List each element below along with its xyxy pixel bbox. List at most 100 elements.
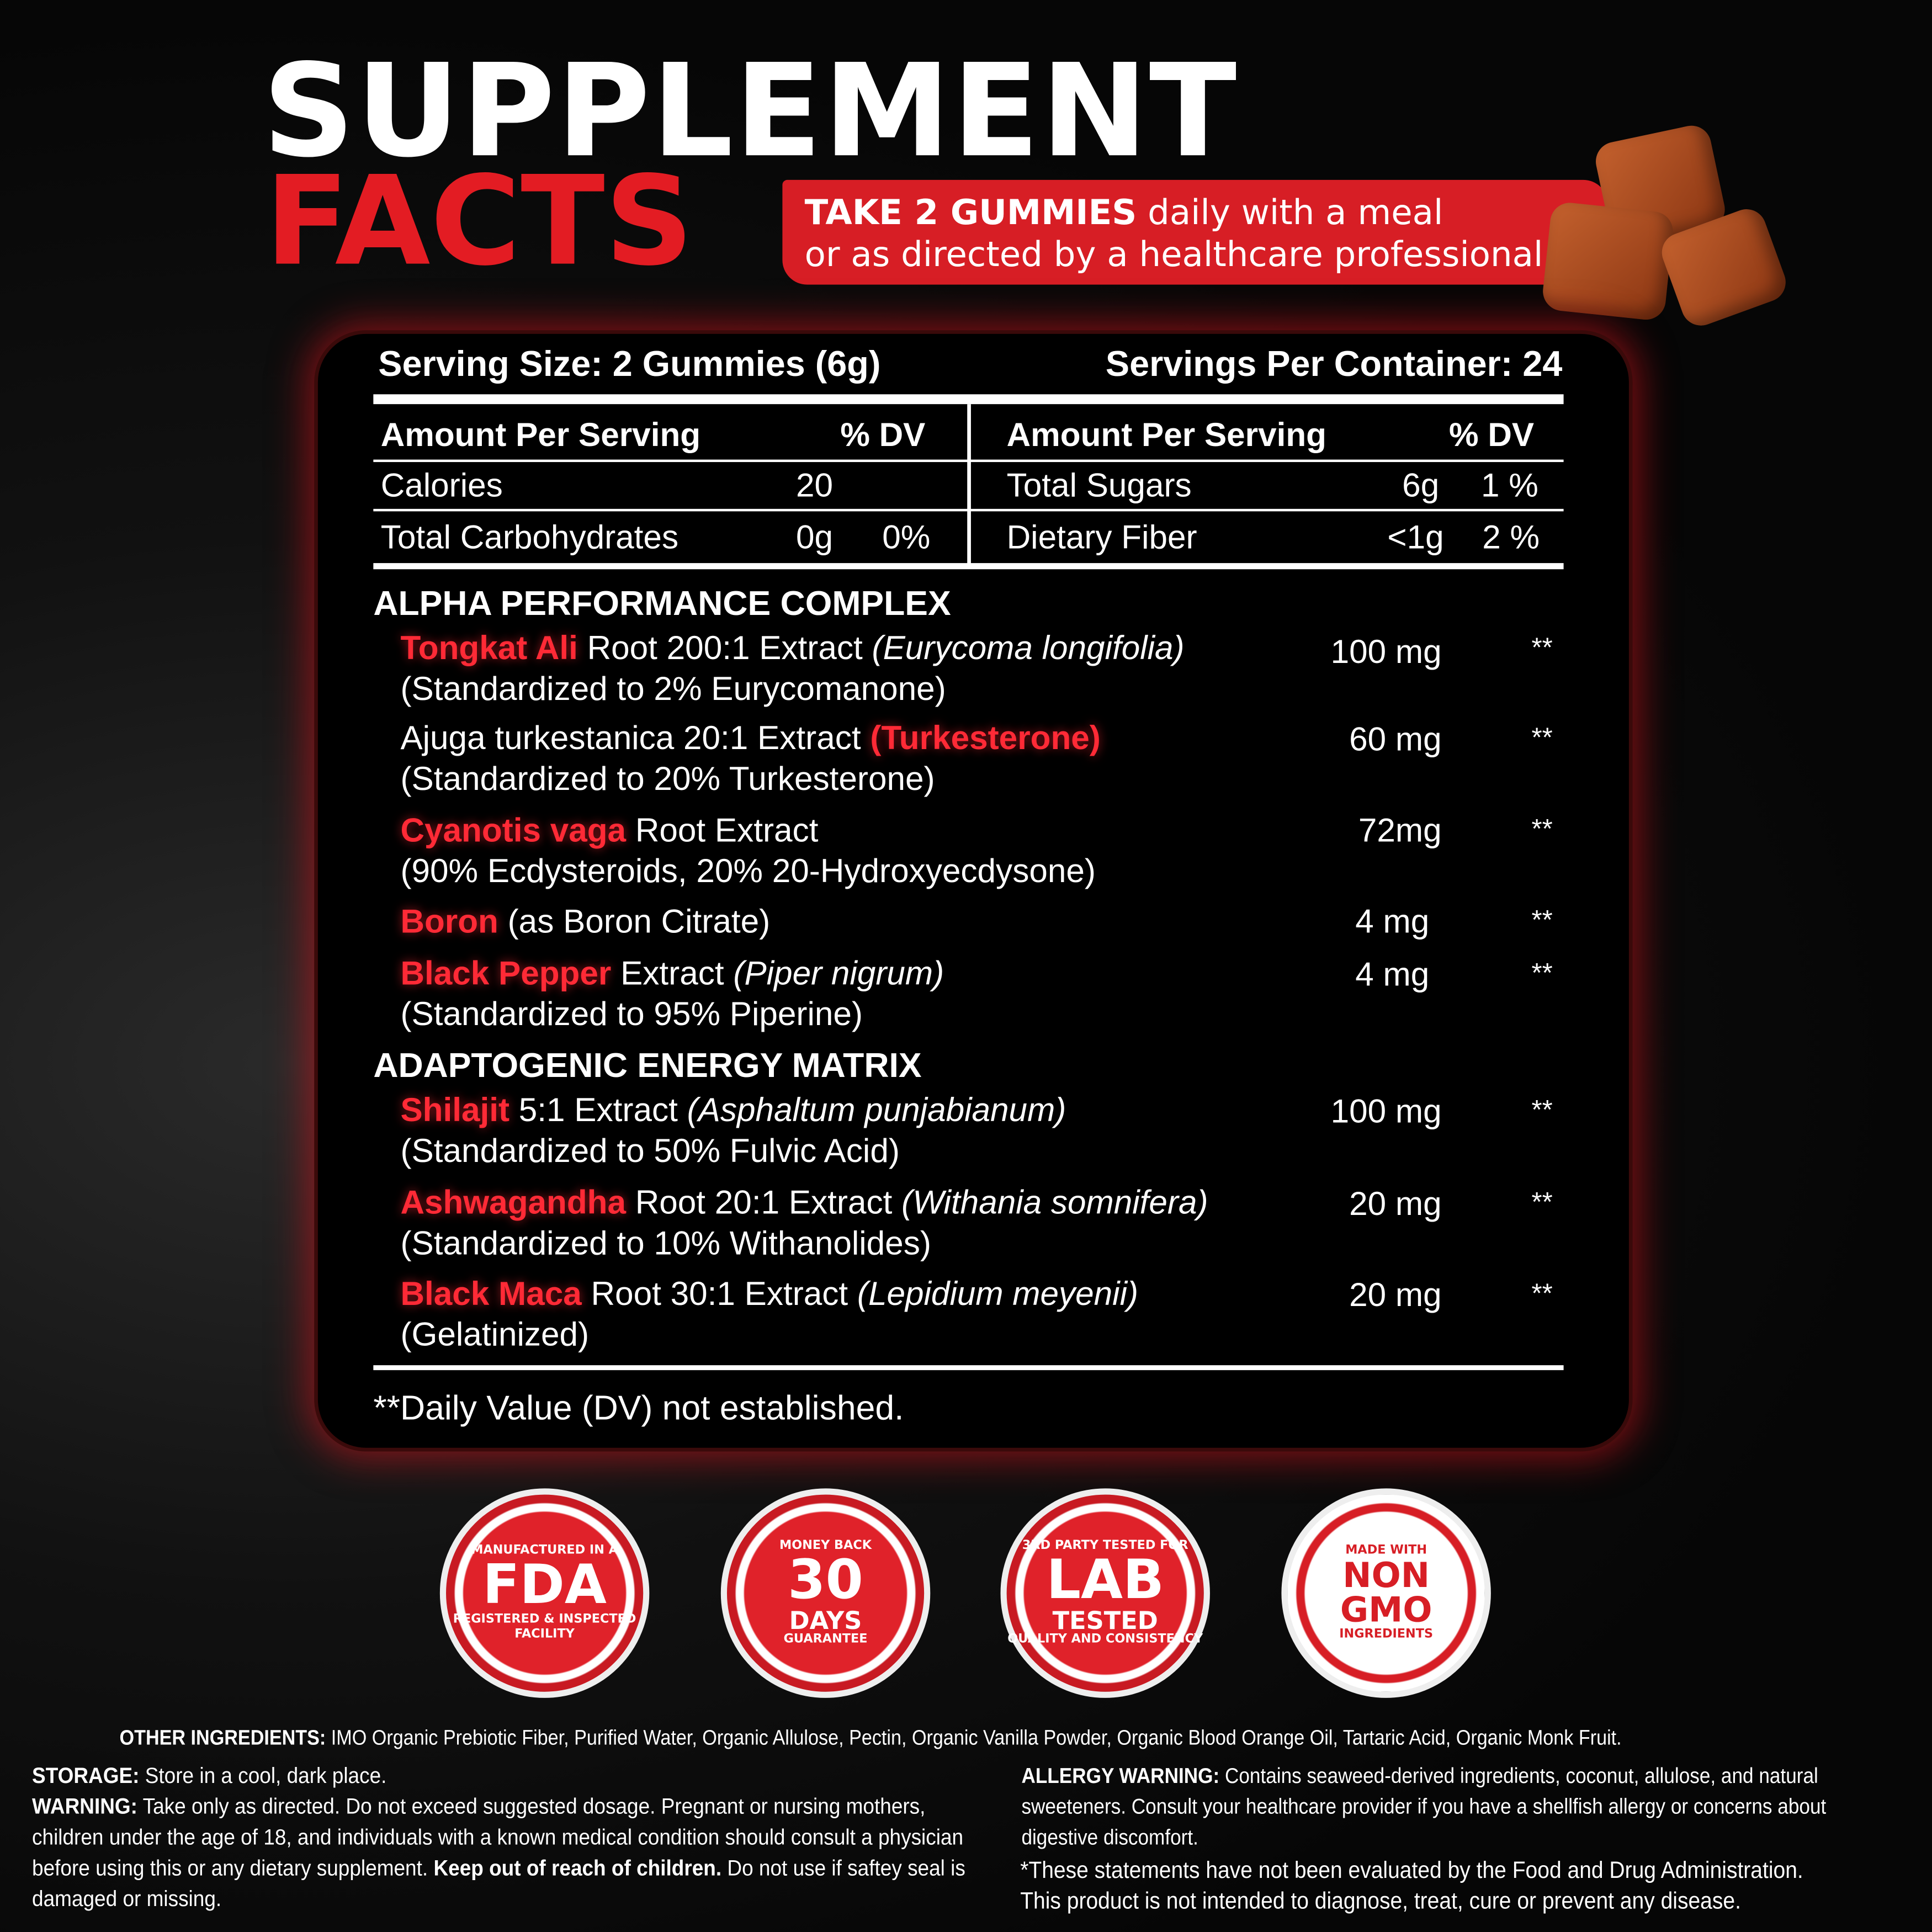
facts-panel bbox=[314, 330, 1633, 1452]
badge-sub: TESTED bbox=[1052, 1605, 1158, 1636]
divider bbox=[373, 394, 1564, 405]
ingredient-boron: Boron (as Boron Citrate) bbox=[400, 902, 770, 943]
directions-bold: TAKE 2 GUMMIES bbox=[804, 192, 1137, 233]
ingredient-amount: 60 mg bbox=[1349, 720, 1442, 758]
divider bbox=[373, 508, 1564, 512]
servings-per-container: Servings Per Container: 24 bbox=[1105, 344, 1563, 385]
ingredient-name: Shilajit bbox=[400, 1091, 510, 1129]
safety-seal-text: Do not use if saftey seal is damaged or … bbox=[32, 1855, 965, 1912]
ingredient-desc: 5:1 Extract bbox=[509, 1091, 687, 1129]
column-divider bbox=[967, 404, 971, 567]
divider bbox=[373, 1365, 1564, 1371]
badge-main: 30 bbox=[788, 1548, 863, 1612]
row-name: Total Sugars bbox=[1006, 466, 1192, 504]
ingredient-shilajit: Shilajit 5:1 Extract (Asphaltum punjabia… bbox=[400, 1090, 1066, 1171]
row-dv: 2 % bbox=[1482, 518, 1540, 556]
badge-sub: DAYS bbox=[789, 1605, 862, 1636]
fda-badge: MANUFACTURED IN A FDA REGISTERED & INSPE… bbox=[439, 1488, 650, 1698]
ingredient-desc: Root Extract bbox=[626, 811, 819, 849]
ingredient-turkesterone: Ajuga turkestanica 20:1 Extract (Turkest… bbox=[400, 718, 1100, 799]
ingredient-amount: 100 mg bbox=[1330, 633, 1442, 671]
ingredient-desc: (as Boron Citrate) bbox=[498, 903, 771, 941]
row-amount: 0g bbox=[795, 518, 834, 556]
ingredient-name: Black Pepper bbox=[400, 954, 612, 992]
ingredient-latin: (Withania somnifera) bbox=[901, 1184, 1208, 1222]
ingredient-latin: (Eurycoma longifolia) bbox=[872, 629, 1185, 667]
ingredient-dv: ** bbox=[1531, 1277, 1553, 1309]
serving-size: Serving Size: 2 Gummies (6g) bbox=[378, 344, 881, 385]
row-amount: 6g bbox=[1402, 466, 1440, 504]
warning-label: WARNING: bbox=[32, 1793, 138, 1819]
left-header: Amount Per Serving bbox=[380, 416, 701, 454]
fda-disclaimer: *These statements have not been evaluate… bbox=[1020, 1856, 1803, 1918]
ingredient-name: Tongkat Ali bbox=[400, 629, 578, 667]
disclaimer-line1: *These statements have not been evaluate… bbox=[1020, 1858, 1803, 1884]
badge-bottom: INGREDIENTS bbox=[1339, 1627, 1434, 1642]
ingredient-amount: 4 mg bbox=[1355, 956, 1430, 994]
right-header: Amount Per Serving bbox=[1006, 416, 1327, 454]
ingredient-desc: Root 30:1 Extract bbox=[581, 1275, 857, 1313]
ingredient-dv: ** bbox=[1531, 1186, 1553, 1218]
ingredient-standardization: (Standardized to 10% Withanolides) bbox=[400, 1224, 931, 1262]
divider bbox=[373, 563, 1564, 570]
other-ingredients-text: IMO Organic Prebiotic Fiber, Purified Wa… bbox=[326, 1726, 1622, 1750]
ingredient-amount: 20 mg bbox=[1349, 1276, 1442, 1314]
badge-bottom: GUARANTEE bbox=[783, 1632, 868, 1647]
ingredient-standardization: (Standardized to 50% Fulvic Acid) bbox=[400, 1132, 900, 1170]
section-title: ALPHA PERFORMANCE COMPLEX bbox=[373, 584, 951, 623]
ingredient-black-maca: Black Maca Root 30:1 Extract (Lepidium m… bbox=[400, 1274, 1138, 1355]
ingredient-latin: (Asphaltum punjabianum) bbox=[687, 1091, 1066, 1129]
left-dv-header: % DV bbox=[840, 416, 926, 454]
ingredient-standardization: (90% Ecdysteroids, 20% 20-Hydroxyecdyson… bbox=[400, 852, 1096, 890]
directions-banner: TAKE 2 GUMMIES daily with a meal or as d… bbox=[782, 179, 1608, 285]
ingredient-standardization: (Gelatinized) bbox=[400, 1315, 590, 1353]
badge-main: LAB bbox=[1046, 1548, 1164, 1612]
ingredient-tongkat-ali: Tongkat Ali Root 200:1 Extract (Eurycoma… bbox=[400, 628, 1184, 709]
ingredient-dv: ** bbox=[1531, 813, 1553, 845]
ingredient-desc: Root 200:1 Extract bbox=[577, 629, 872, 667]
badge-sub: GMO bbox=[1340, 1589, 1432, 1631]
row-name: Dietary Fiber bbox=[1006, 518, 1197, 556]
divider bbox=[373, 459, 1564, 463]
ingredient-dv: ** bbox=[1531, 904, 1553, 936]
badge-main: FDA bbox=[482, 1553, 607, 1617]
allergy-warning: ALLERGY WARNING: Contains seaweed-derive… bbox=[1021, 1761, 1875, 1853]
ingredient-amount: 72mg bbox=[1358, 811, 1442, 849]
ingredient-standardization: (Standardized to 20% Turkesterone) bbox=[400, 760, 935, 798]
badge-bottom: REGISTERED & INSPECTED FACILITY bbox=[453, 1612, 636, 1642]
ingredient-amount: 4 mg bbox=[1355, 903, 1430, 941]
other-ingredients: OTHER INGREDIENTS: IMO Organic Prebiotic… bbox=[120, 1723, 1622, 1754]
directions-text: daily with a meal bbox=[1137, 192, 1443, 233]
ingredient-standardization: (Standardized to 95% Piperine) bbox=[400, 995, 863, 1033]
section-title: ADAPTOGENIC ENERGY MATRIX bbox=[373, 1046, 922, 1085]
badge-top: 3RD PARTY TESTED FOR bbox=[1022, 1538, 1188, 1553]
warnings-block: STORAGE: Store in a cool, dark place. WA… bbox=[32, 1761, 973, 1915]
title-supplement: SUPPLEMENT bbox=[262, 35, 1238, 187]
ingredient-desc: Root 20:1 Extract bbox=[625, 1184, 902, 1222]
keep-out-of-reach: Keep out of reach of children. bbox=[433, 1855, 722, 1881]
ingredient-name: Cyanotis vaga bbox=[400, 811, 627, 849]
storage-text: Store in a cool, dark place. bbox=[139, 1763, 387, 1788]
row-name: Calories bbox=[380, 466, 503, 504]
row-amount: <1g bbox=[1387, 518, 1444, 556]
badge-top: MADE WITH bbox=[1345, 1543, 1427, 1558]
other-ingredients-label: OTHER INGREDIENTS: bbox=[119, 1726, 326, 1750]
ingredient-dv: ** bbox=[1531, 1094, 1553, 1125]
row-dv: 0% bbox=[882, 518, 931, 556]
directions-line2: or as directed by a healthcare professio… bbox=[804, 234, 1554, 275]
allergy-text: Contains seaweed-derived ingredients, co… bbox=[1021, 1763, 1827, 1850]
money-back-badge: MONEY BACK 30 DAYS GUARANTEE bbox=[720, 1488, 931, 1698]
lab-tested-badge: 3RD PARTY TESTED FOR LAB TESTED QUALITY … bbox=[1000, 1488, 1210, 1698]
row-name: Total Carbohydrates bbox=[380, 518, 679, 556]
ingredient-standardization: (Standardized to 2% Eurycomanone) bbox=[400, 670, 946, 708]
allergy-label: ALLERGY WARNING: bbox=[1021, 1763, 1220, 1788]
row-dv: 1 % bbox=[1481, 466, 1538, 504]
ingredient-cyanotis-vaga: Cyanotis vaga Root Extract (90% Ecdyster… bbox=[400, 811, 1096, 892]
ingredient-amount: 100 mg bbox=[1330, 1092, 1442, 1130]
gummy-image bbox=[1541, 200, 1675, 322]
ingredient-ashwagandha: Ashwagandha Root 20:1 Extract (Withania … bbox=[400, 1183, 1208, 1264]
ingredient-black-pepper: Black Pepper Extract (Piper nigrum) (Sta… bbox=[400, 954, 944, 1035]
right-dv-header: % DV bbox=[1448, 416, 1535, 454]
badge-main: NON bbox=[1342, 1554, 1430, 1596]
